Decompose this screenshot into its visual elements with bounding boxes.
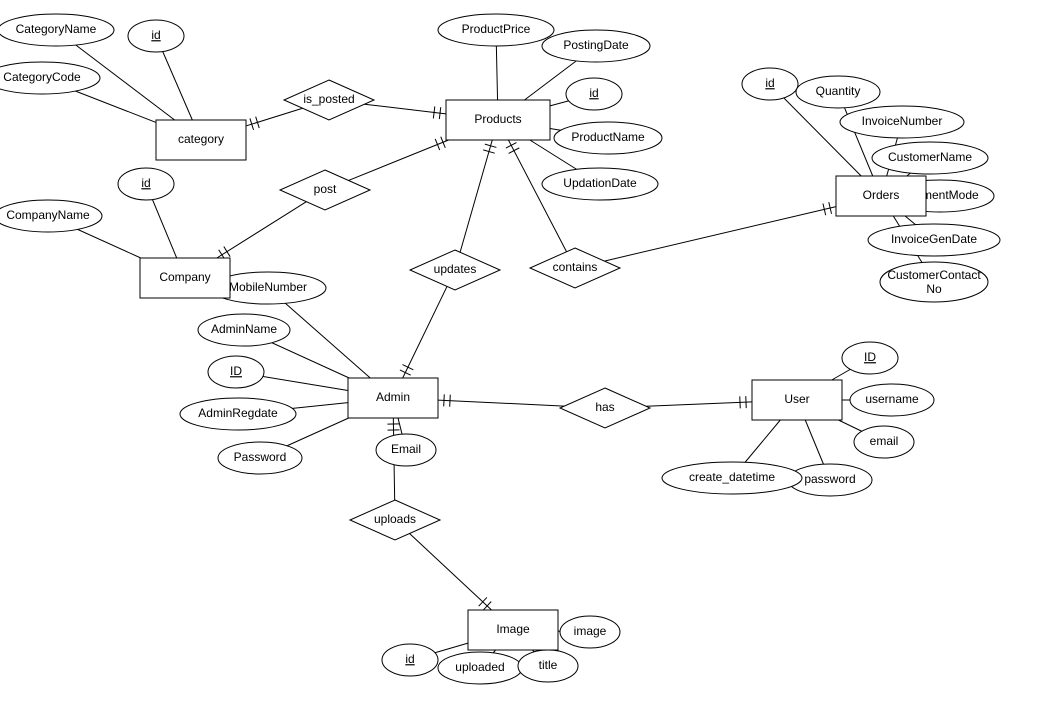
svg-text:CustomerContact: CustomerContact xyxy=(887,268,981,282)
svg-text:image: image xyxy=(574,624,607,638)
svg-text:title: title xyxy=(539,658,558,672)
svg-text:AdminName: AdminName xyxy=(211,322,277,336)
svg-text:id: id xyxy=(589,86,598,100)
svg-text:password: password xyxy=(804,472,855,486)
svg-text:email: email xyxy=(870,434,899,448)
svg-text:No: No xyxy=(926,282,942,296)
svg-text:id: id xyxy=(765,76,774,90)
svg-text:id: id xyxy=(405,652,414,666)
svg-text:is_posted: is_posted xyxy=(303,92,354,106)
svg-text:ProductPrice: ProductPrice xyxy=(462,22,531,36)
svg-text:Image: Image xyxy=(496,622,530,636)
svg-text:Email: Email xyxy=(391,442,421,456)
svg-text:CategoryCode: CategoryCode xyxy=(3,70,81,84)
svg-text:uploads: uploads xyxy=(374,512,416,526)
svg-text:InvoiceNumber: InvoiceNumber xyxy=(862,114,943,128)
svg-text:CustomerName: CustomerName xyxy=(888,150,972,164)
svg-text:contains: contains xyxy=(553,260,598,274)
svg-text:PostingDate: PostingDate xyxy=(563,38,629,52)
svg-text:ProductName: ProductName xyxy=(571,130,645,144)
svg-text:Admin: Admin xyxy=(376,390,410,404)
svg-text:CompanyName: CompanyName xyxy=(6,208,90,222)
svg-text:Products: Products xyxy=(474,112,521,126)
svg-text:updates: updates xyxy=(434,262,477,276)
svg-text:AdminRegdate: AdminRegdate xyxy=(198,406,278,420)
svg-text:create_datetime: create_datetime xyxy=(689,470,775,484)
svg-text:Password: Password xyxy=(234,450,287,464)
svg-text:Orders: Orders xyxy=(863,188,900,202)
svg-text:username: username xyxy=(865,392,919,406)
svg-text:User: User xyxy=(784,392,809,406)
svg-text:UpdationDate: UpdationDate xyxy=(563,176,637,190)
svg-text:Quantity: Quantity xyxy=(816,84,861,98)
svg-text:CategoryName: CategoryName xyxy=(16,22,97,36)
svg-text:category: category xyxy=(178,132,224,146)
svg-text:id: id xyxy=(141,176,150,190)
svg-text:has: has xyxy=(595,400,614,414)
svg-text:id: id xyxy=(151,28,160,42)
svg-text:post: post xyxy=(314,182,337,196)
svg-text:MobileNumber: MobileNumber xyxy=(229,280,307,294)
svg-text:ID: ID xyxy=(230,364,242,378)
svg-text:ID: ID xyxy=(864,350,876,364)
er-diagram: CategoryName id CategoryCode ProductPrice Po… xyxy=(0,0,1043,712)
svg-text:uploaded: uploaded xyxy=(455,660,504,674)
svg-text:Company: Company xyxy=(159,270,210,284)
svg-text:InvoiceGenDate: InvoiceGenDate xyxy=(891,232,977,246)
